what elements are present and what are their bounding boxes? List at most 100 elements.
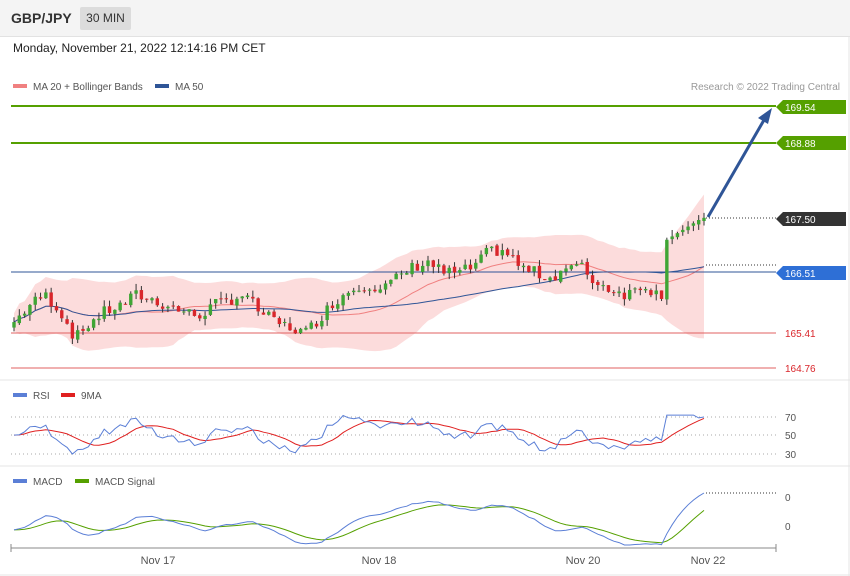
candle-body xyxy=(373,289,377,292)
candle-body xyxy=(585,261,589,275)
candle-body xyxy=(638,288,643,291)
ma20-legend-label: MA 20 + Bollinger Bands xyxy=(33,82,143,93)
candle-body xyxy=(420,265,425,272)
candle-body xyxy=(468,264,473,270)
candle-body xyxy=(675,233,680,238)
rsi-ma-legend-swatch xyxy=(61,393,75,397)
candle-body xyxy=(139,290,144,300)
support-tag-1-label: 165.41 xyxy=(785,329,816,340)
timestamp: Monday, November 21, 2022 12:14:16 PM CE… xyxy=(13,41,266,55)
candle-body xyxy=(12,322,16,328)
candle-body xyxy=(553,276,558,281)
candle-body xyxy=(463,264,467,270)
candle-body xyxy=(484,247,489,255)
candle-body xyxy=(521,265,526,268)
candle-body xyxy=(22,313,27,316)
candle-body xyxy=(505,249,510,256)
candle-body xyxy=(219,298,223,300)
candle-body xyxy=(213,299,218,304)
macd-signal-legend-swatch xyxy=(75,479,89,483)
candle-body xyxy=(129,293,133,306)
ma20-legend-swatch xyxy=(13,84,27,88)
rsi-tick-50: 50 xyxy=(785,431,797,442)
candle-body xyxy=(479,254,483,263)
candle-body xyxy=(532,266,536,272)
candle-body xyxy=(91,319,96,328)
macd-signal-line xyxy=(13,504,705,544)
candle-body xyxy=(389,279,393,284)
candle-body xyxy=(81,328,85,331)
x-axis: Nov 17 Nov 18 Nov 20 Nov 22 xyxy=(10,544,777,567)
candle-body xyxy=(203,315,207,320)
candle-body xyxy=(357,290,361,292)
macd-line xyxy=(13,492,705,546)
candle-body xyxy=(548,277,552,281)
candle-body xyxy=(383,283,388,290)
candle-body xyxy=(590,275,595,284)
rsi-tick-30: 30 xyxy=(785,450,797,461)
candle-body xyxy=(436,264,441,267)
candle-body xyxy=(293,329,298,334)
ma50-line xyxy=(13,266,705,323)
candle-body xyxy=(118,302,122,311)
candle-body xyxy=(606,285,611,292)
candle-body xyxy=(341,295,345,306)
candle-body xyxy=(256,298,260,312)
macd-signal-legend-label: MACD Signal xyxy=(95,477,155,488)
candle-body xyxy=(527,265,531,272)
candle-body xyxy=(681,229,685,233)
candle-body xyxy=(399,273,404,275)
macd-legend-label: MACD xyxy=(33,477,62,488)
candle-body xyxy=(102,306,106,319)
price-legend: MA 20 + Bollinger Bands MA 50 Research ©… xyxy=(13,82,840,93)
candle-body xyxy=(378,289,382,293)
candle-body xyxy=(569,265,574,270)
candle-body xyxy=(489,246,494,249)
candle-body xyxy=(272,311,276,318)
candle-body xyxy=(601,285,605,287)
candle-body xyxy=(500,250,505,256)
candle-body xyxy=(33,296,37,305)
candle-body xyxy=(182,311,186,313)
projection-arrow-head xyxy=(758,108,772,124)
candle-body xyxy=(612,292,616,294)
candle-body xyxy=(176,306,181,312)
candle-body xyxy=(144,298,149,300)
timeframe-button[interactable]: 30 MIN xyxy=(80,7,131,30)
candle-body xyxy=(426,260,430,267)
candle-body xyxy=(166,306,170,309)
pivot-tag-label: 166.51 xyxy=(785,269,816,280)
candle-body xyxy=(622,292,627,300)
candle-body xyxy=(654,290,658,295)
candle-body xyxy=(325,305,329,321)
rsi-line xyxy=(13,414,705,455)
candle-body xyxy=(415,263,420,271)
candle-body xyxy=(659,290,664,299)
x-tick-label: Nov 18 xyxy=(362,555,397,567)
candle-body xyxy=(277,318,282,325)
candle-body xyxy=(65,319,69,324)
ma20-line xyxy=(13,261,705,323)
candle-body xyxy=(240,296,244,299)
macd-legend-swatch xyxy=(13,479,27,483)
candle-body xyxy=(70,322,75,339)
candle-body xyxy=(75,330,80,340)
candle-body xyxy=(160,306,165,309)
resistance-tag-1-label: 169.54 xyxy=(785,103,816,114)
candle-body xyxy=(251,296,255,299)
candle-body xyxy=(17,315,22,324)
last-price-tag xyxy=(776,212,846,226)
ma50-legend-swatch xyxy=(155,84,169,88)
resistance-tag-2 xyxy=(776,136,846,150)
candle-body xyxy=(474,262,478,269)
candle-body xyxy=(107,306,112,313)
candle-body xyxy=(665,239,669,300)
candle-body xyxy=(298,328,303,334)
candles xyxy=(12,212,706,344)
resistance-tag-2-label: 168.88 xyxy=(785,139,816,150)
candle-body xyxy=(580,262,584,264)
candle-body xyxy=(60,310,64,319)
candle-body xyxy=(113,309,117,314)
candle-body xyxy=(49,292,53,307)
